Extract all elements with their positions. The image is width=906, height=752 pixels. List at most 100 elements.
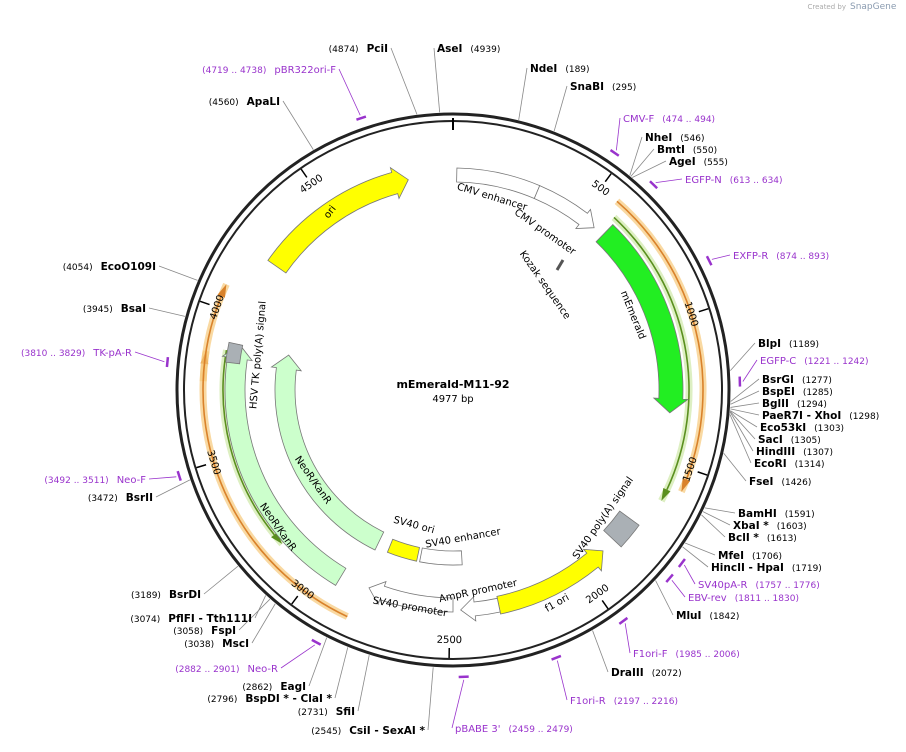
enzyme-label: MluI(1842) (676, 610, 739, 622)
label-number: (1294) (797, 400, 827, 410)
enzyme-label: (2545)CsiI - SexAI * (311, 725, 425, 737)
label-number: (4560) (209, 98, 239, 108)
label-name: pBR322ori-F (274, 65, 336, 76)
primer-label: pBABE 3'(2459 .. 2479) (455, 724, 573, 735)
label-number: (4054) (63, 263, 93, 273)
enzyme-label: (2796)BspDI * - ClaI * (207, 693, 332, 705)
enzyme-label: MfeI(1706) (718, 550, 782, 562)
primer-label: (3492 .. 3511)Neo-F (44, 475, 146, 486)
label-name: BsrGI (762, 374, 794, 386)
label-name: XbaI * (733, 520, 769, 532)
label-number: (1719) (792, 564, 822, 574)
label-number: (2072) (652, 669, 682, 679)
label-number: (546) (680, 134, 704, 144)
label-number: (1221 .. 1242) (804, 357, 868, 367)
enzyme-leader (519, 68, 527, 120)
enzyme-label: (2731) SfiI (298, 706, 355, 718)
enzyme-leader (428, 667, 433, 730)
label-name: MluI (676, 610, 701, 622)
label-number: (550) (693, 146, 717, 156)
enzyme-label: BsrGI(1277) (762, 374, 832, 386)
primer-label: EXFP-R(874 .. 893) (733, 251, 829, 262)
enzyme-leader (434, 48, 440, 112)
scale-tick-label: 500 (589, 179, 611, 199)
label-name: BsrII (126, 492, 153, 504)
enzyme-leader (149, 308, 185, 316)
label-number: (1985 .. 2006) (675, 650, 739, 660)
primer-mark (552, 656, 561, 660)
label-number: (1811 .. 1830) (735, 594, 799, 604)
enzyme-label: (4560) ApaLI (209, 96, 280, 108)
enzyme-label: AgeI(555) (669, 156, 728, 168)
label-number: (3058) (173, 627, 203, 637)
label-name: EGFP-C (760, 356, 796, 367)
primer-leader (339, 69, 360, 115)
scale-tick-label: 3500 (204, 449, 222, 477)
primer-leader (684, 565, 695, 584)
label-number: (3074) (130, 615, 160, 625)
feature-label: SV40 ori (392, 515, 436, 537)
enzyme-label: NheI (546) (645, 132, 705, 144)
primer-leader (281, 645, 315, 668)
label-number: (3492 .. 3511) (44, 476, 108, 486)
primer-mark (707, 256, 712, 265)
primer-leader (616, 118, 620, 150)
label-name: F1ori-R (570, 696, 606, 707)
label-number: (2545) (311, 727, 341, 737)
primer-mark (167, 357, 168, 367)
feature-hsv-tk-polya (226, 342, 243, 363)
label-number: (4874) (329, 45, 359, 55)
label-name: ApaLI (247, 96, 280, 108)
label-number: (1591) (785, 510, 815, 520)
enzyme-leader (252, 604, 275, 643)
label-name: NheI (645, 132, 672, 144)
label-name: SfiI (336, 706, 355, 718)
label-name: BlpI (758, 338, 781, 350)
enzyme-label: SnaBI(295) (570, 81, 636, 93)
primer-leader (712, 255, 730, 259)
scale-tick (699, 309, 709, 312)
primer-label: F1ori-R(2197 .. 2216) (570, 696, 678, 707)
label-name: EBV-rev (688, 593, 727, 604)
enzyme-leader (156, 480, 190, 497)
primer-label: EGFP-N(613 .. 634) (685, 175, 783, 186)
enzyme-leader (656, 580, 673, 615)
enzyme-leader (358, 655, 369, 711)
label-name: F1ori-F (633, 649, 668, 660)
enzyme-label: DraIII (2072) (611, 667, 682, 679)
label-name: BamHI (738, 508, 777, 520)
label-name: FseI (749, 476, 773, 488)
label-name: PaeR7I - XhoI (762, 410, 841, 422)
enzyme-label: BclI *(1613) (728, 532, 797, 544)
enzyme-leader (283, 101, 313, 150)
label-name: HincII - HpaI (711, 562, 784, 574)
label-number: (2796) (207, 695, 237, 705)
label-name: AseI (437, 43, 462, 55)
label-number: (555) (704, 158, 728, 168)
label-number: (2731) (298, 708, 328, 718)
enzyme-label: (3058)FspI (173, 625, 236, 637)
enzyme-leader (554, 86, 567, 131)
enzyme-label: NdeI(189) (530, 63, 590, 75)
label-number: (1307) (803, 448, 833, 458)
enzyme-label: BmtI(550) (657, 144, 717, 156)
label-number: (1189) (789, 340, 819, 350)
label-name: EcoO109I (101, 261, 156, 273)
label-name: HindIII (756, 446, 795, 458)
label-number: (2882 .. 2901) (175, 665, 239, 675)
scale-tick-label: 3000 (289, 578, 316, 602)
enzyme-leader (204, 566, 238, 594)
label-name: SacI (758, 434, 783, 446)
scale-tick-label: 1500 (681, 456, 700, 484)
label-name: Eco53kI (760, 422, 806, 434)
enzyme-label: Eco53kI(1303) (760, 422, 844, 434)
label-number: (2862) (242, 683, 272, 693)
feature-ampr-promoter (461, 597, 501, 621)
enzyme-label: (3038)MscI (184, 638, 249, 650)
label-name: PflFI - Tth111I (168, 613, 252, 625)
scale-tick (301, 169, 307, 177)
enzyme-label: XbaI *(1603) (733, 520, 807, 532)
label-name: DraIII (611, 667, 644, 679)
primer-label: F1ori-F (1985 .. 2006) (633, 649, 740, 660)
